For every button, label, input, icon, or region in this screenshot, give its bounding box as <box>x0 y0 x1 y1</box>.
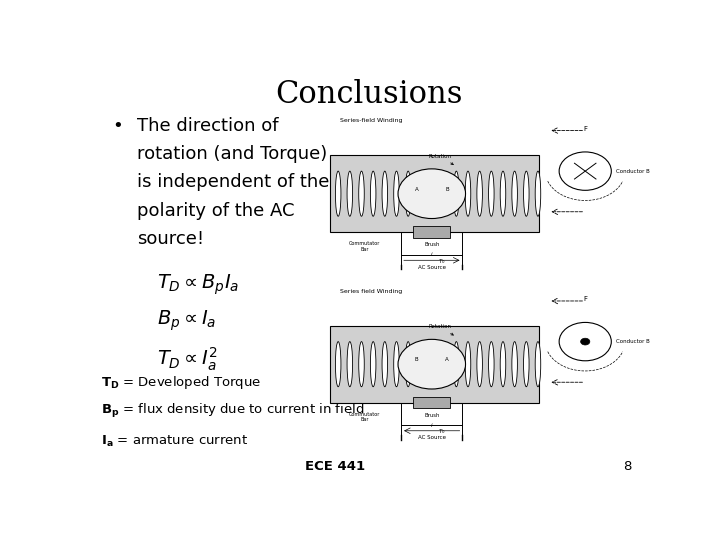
Text: The direction of: The direction of <box>138 117 279 135</box>
Text: 8: 8 <box>623 460 631 473</box>
Text: is independent of the: is independent of the <box>138 173 330 191</box>
Text: $B_p \propto I_a$: $B_p \propto I_a$ <box>157 308 216 333</box>
Text: •: • <box>112 117 123 135</box>
Text: $T_D \propto I_a^2$: $T_D \propto I_a^2$ <box>157 346 217 373</box>
Text: Conclusions: Conclusions <box>275 79 463 110</box>
Text: $\mathbf{B_p}$ = flux density due to current in field: $\mathbf{B_p}$ = flux density due to cur… <box>101 402 364 420</box>
Text: rotation (and Torque): rotation (and Torque) <box>138 145 328 163</box>
Text: $\mathbf{T_D}$ = Developed Torque: $\mathbf{T_D}$ = Developed Torque <box>101 374 261 391</box>
Text: $T_D \propto B_p I_a$: $T_D \propto B_p I_a$ <box>157 273 239 297</box>
Text: source!: source! <box>138 230 204 248</box>
Text: polarity of the AC: polarity of the AC <box>138 201 295 220</box>
Text: ECE 441: ECE 441 <box>305 460 366 473</box>
Text: $\mathbf{I_a}$ = armature current: $\mathbf{I_a}$ = armature current <box>101 434 248 449</box>
